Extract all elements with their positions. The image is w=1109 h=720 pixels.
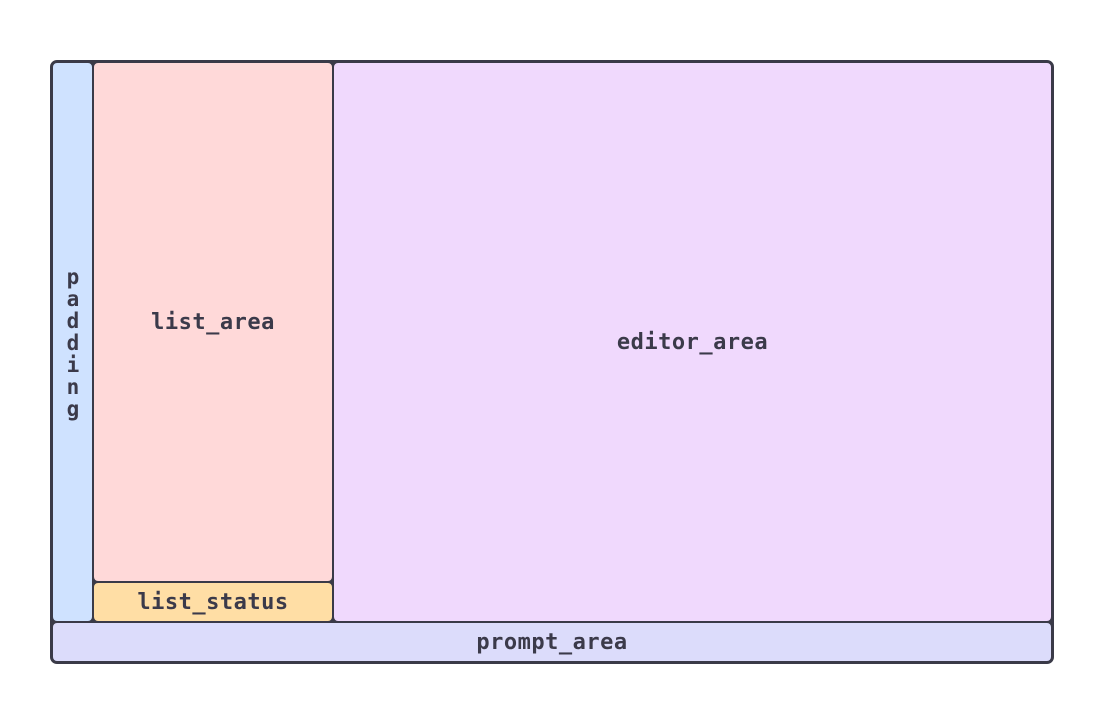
prompt-area-region: prompt_area [52, 622, 1052, 662]
layout-frame: padding list_area list_status editor_are… [50, 60, 1054, 664]
padding-region: padding [52, 62, 93, 622]
padding-label: padding [61, 265, 85, 419]
list-area-region: list_area [93, 62, 333, 582]
editor-area-label: editor_area [616, 329, 769, 355]
list-status-label: list_status [137, 589, 289, 615]
list-area-label: list_area [151, 309, 275, 335]
list-status-region: list_status [93, 582, 333, 622]
prompt-area-label: prompt_area [476, 629, 628, 655]
editor-area-region: editor_area [333, 62, 1052, 622]
